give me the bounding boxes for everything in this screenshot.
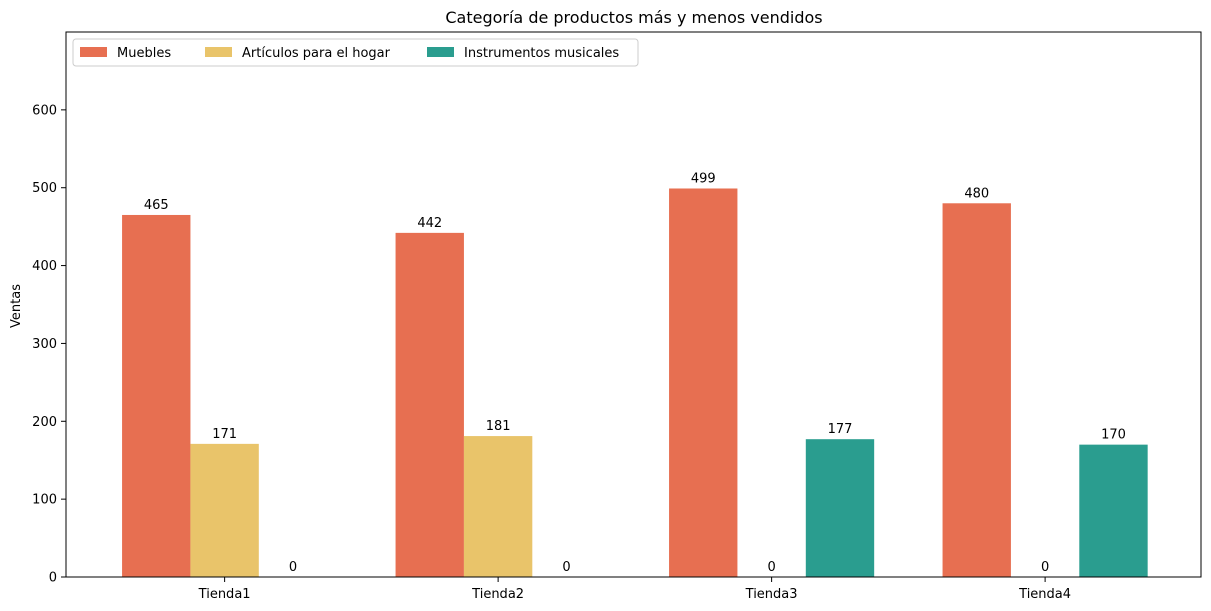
bar-art-culos-para-el-hogar-tienda1 [190, 443, 259, 577]
bar-instrumentos-musicales-tienda3 [805, 439, 875, 577]
legend-swatch [205, 47, 232, 57]
plot-frame [65, 31, 1202, 578]
bar-muebles-tienda1 [122, 214, 191, 577]
bar-muebles-tienda3 [669, 188, 738, 577]
y-tick-label: 300 [32, 337, 57, 352]
bar-value-label: 499 [691, 171, 716, 186]
bar-art-culos-para-el-hogar-tienda2 [463, 436, 533, 577]
y-tick-label: 0 [49, 571, 57, 586]
legend-label: Instrumentos musicales [464, 46, 619, 61]
bar-muebles-tienda2 [395, 232, 464, 577]
bar-value-label: 171 [212, 427, 237, 442]
bar-muebles-tienda4 [942, 203, 1011, 578]
x-tick-label: Tienda2 [471, 587, 524, 602]
bar-value-label: 0 [1041, 560, 1049, 575]
bar-value-label: 0 [562, 560, 570, 575]
y-tick-label: 400 [32, 259, 57, 274]
legend-label: Muebles [117, 46, 171, 61]
y-tick-label: 600 [32, 103, 57, 118]
bar-value-label: 170 [1101, 428, 1126, 443]
chart-title: Categoría de productos más y menos vendi… [445, 8, 822, 27]
x-tick-label: Tienda3 [745, 587, 798, 602]
y-axis-label: Ventas [9, 284, 24, 328]
x-tick-label: Tienda4 [1018, 587, 1071, 602]
bar-value-label: 181 [486, 419, 511, 434]
bar-instrumentos-musicales-tienda4 [1079, 444, 1148, 577]
legend: Muebles Artículos para el hogar Instrument… [72, 38, 639, 67]
x-tick-label: Tienda1 [198, 587, 251, 602]
bar-value-label: 465 [144, 198, 169, 213]
bar-value-label: 0 [767, 560, 775, 575]
legend-swatch [80, 47, 107, 57]
legend-swatch [427, 47, 454, 57]
y-tick-label: 200 [32, 415, 57, 430]
legend-box [72, 38, 639, 67]
plot-area: 0 100 200 300 400 500 600 465 171 0 Tienda1 442 181 0… [32, 103, 1148, 602]
bar-value-label: 177 [828, 422, 853, 437]
bar-value-label: 442 [417, 216, 442, 231]
bar-value-label: 480 [964, 186, 989, 201]
legend-label: Artículos para el hogar [242, 46, 391, 61]
bar-value-label: 0 [289, 560, 297, 575]
y-tick-label: 100 [32, 493, 57, 508]
y-tick-label: 500 [32, 181, 57, 196]
